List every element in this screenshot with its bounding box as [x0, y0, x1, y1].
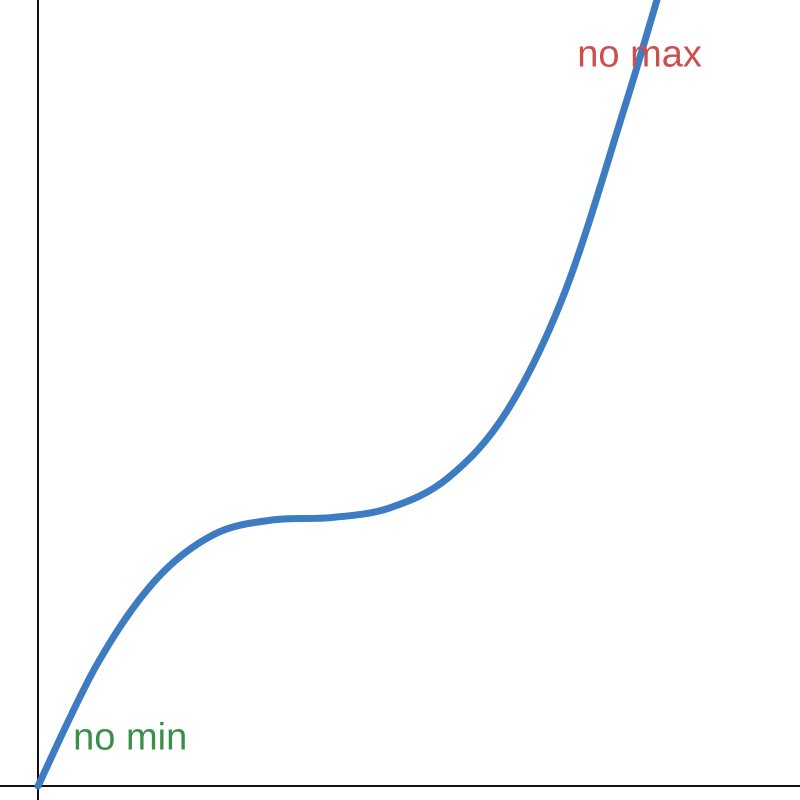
function-curve — [34, 0, 661, 790]
no-min-annotation: no min — [73, 717, 187, 759]
no-max-annotation: no max — [577, 34, 702, 76]
